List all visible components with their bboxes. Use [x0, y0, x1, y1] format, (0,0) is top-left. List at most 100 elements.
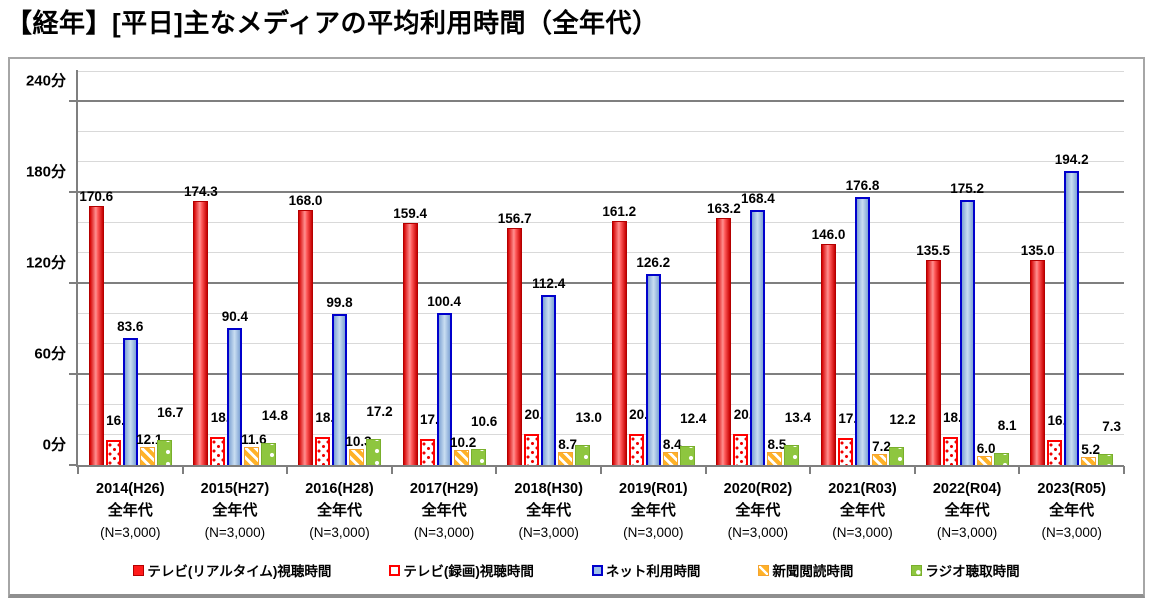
legend-item-tv_realtime: テレビ(リアルタイム)視聴時間 — [133, 560, 331, 580]
bar-tv_recorded — [314, 436, 330, 465]
data-label-tv_realtime: 174.3 — [183, 183, 218, 199]
y-axis-label: 180分 — [25, 163, 66, 181]
x-axis-tick — [181, 466, 184, 474]
gridline-minor — [78, 70, 1124, 72]
data-label-radio: 8.1 — [997, 417, 1017, 433]
bar-net — [854, 197, 870, 465]
x-axis-category: 2014(H26) 全年代 (N=3,000) — [96, 479, 165, 544]
data-label-tv_realtime: 156.7 — [497, 210, 532, 226]
data-label-net: 90.4 — [221, 309, 249, 325]
data-label-newspaper: 10.2 — [449, 434, 477, 450]
x-axis-tick — [286, 466, 289, 474]
bar-tv_recorded — [210, 436, 226, 465]
plot-area: 0分 60分 120分 180分 240分 170.6 16.2 83.6 12.1 16.7 20… — [26, 70, 1125, 540]
chart-title: 【経年】[平日]主なメディアの平均利用時間（全年代） — [6, 8, 659, 38]
x-axis-tick — [495, 466, 498, 474]
x-axis-tick — [1123, 466, 1125, 474]
data-label-tv_realtime: 163.2 — [706, 200, 741, 216]
gridline-minor — [78, 131, 1124, 133]
gridline-major — [78, 100, 1124, 103]
bar-tv_realtime — [297, 210, 313, 465]
x-axis-tick — [809, 466, 812, 474]
x-label-group: 全年代 — [630, 502, 676, 519]
bar-group: 156.7 20.3 112.4 8.7 13.0 — [496, 71, 602, 465]
x-axis-category: 2021(R03) 全年代 (N=3,000) — [828, 479, 897, 544]
x-label-sample-size: (N=3,000) — [936, 525, 998, 540]
data-label-radio: 14.8 — [261, 407, 289, 423]
y-axis-tick — [69, 282, 77, 285]
data-label-net: 126.2 — [636, 254, 671, 270]
legend-item-newspaper: 新聞閲読時間 — [758, 560, 853, 580]
gridline-minor — [78, 161, 1124, 163]
x-label-sample-size: (N=3,000) — [623, 525, 684, 540]
bar-newspaper — [244, 447, 260, 465]
legend-label: テレビ(録画)視聴時間 — [403, 564, 534, 579]
x-axis-category: 2022(R04) 全年代 (N=3,000) — [933, 479, 1002, 544]
bar-net — [750, 209, 766, 465]
bar-tv_realtime — [1030, 260, 1046, 465]
bar-tv_recorded — [733, 434, 749, 465]
gridline-major — [78, 282, 1124, 285]
gridline-minor — [78, 403, 1124, 405]
bar-group: 146.0 17.8 176.8 7.2 12.2 — [810, 71, 916, 465]
x-axis-category: 2019(R01) 全年代 (N=3,000) — [619, 479, 688, 544]
bar-radio — [888, 446, 904, 465]
bar-newspaper — [139, 446, 155, 465]
bar-group: 170.6 16.2 83.6 12.1 16.7 — [78, 71, 183, 465]
data-label-radio: 13.4 — [784, 409, 812, 425]
data-label-net: 100.4 — [427, 293, 461, 309]
bar-tv_realtime — [925, 259, 941, 465]
data-label-tv_realtime: 170.6 — [79, 189, 114, 205]
data-label-radio: 7.3 — [1102, 418, 1122, 434]
bar-tv_recorded — [1047, 440, 1063, 465]
x-label-sample-size: (N=3,000) — [518, 525, 579, 540]
gridline-major — [78, 191, 1124, 194]
x-axis-tick — [77, 466, 79, 474]
data-label-newspaper: 7.2 — [872, 439, 891, 455]
bar-tv_realtime — [611, 220, 627, 465]
legend-marker-tv_realtime-icon — [133, 564, 145, 576]
x-axis-tick — [1018, 466, 1021, 474]
x-axis-tick — [913, 466, 916, 474]
gridline-minor — [78, 222, 1124, 224]
legend-label: テレビ(リアルタイム)視聴時間 — [147, 564, 332, 579]
gridline-minor — [78, 434, 1124, 436]
data-label-net: 112.4 — [532, 275, 566, 291]
data-label-newspaper: 8.4 — [662, 437, 682, 453]
bar-group: 163.2 20.2 168.4 8.5 13.4 — [706, 71, 811, 465]
bar-radio — [1098, 453, 1114, 465]
bar-radio — [784, 444, 800, 465]
bar-group: 135.0 16.4 194.2 5.2 7.3 — [1019, 71, 1124, 465]
y-axis-label: 0分 — [42, 436, 66, 454]
legend-label: ラジオ聴取時間 — [925, 564, 1020, 579]
legend-item-net: ネット利用時間 — [591, 560, 700, 580]
x-axis-category: 2016(H28) 全年代 (N=3,000) — [305, 479, 374, 544]
x-label-sample-size: (N=3,000) — [413, 525, 475, 540]
data-label-tv_realtime: 161.2 — [602, 203, 637, 219]
x-label-sample-size: (N=3,000) — [100, 525, 161, 540]
legend-marker-newspaper-icon — [758, 564, 770, 576]
bar-net — [331, 313, 347, 465]
gridline-minor — [78, 343, 1124, 345]
gridline-major — [78, 373, 1124, 376]
data-label-net: 83.6 — [117, 319, 144, 335]
x-label-group: 全年代 — [526, 502, 572, 519]
legend-label: 新聞閲読時間 — [772, 564, 854, 579]
x-label-sample-size: (N=3,000) — [727, 525, 789, 540]
bar-net — [227, 328, 243, 465]
x-label-year: 2018(H30) — [514, 481, 583, 497]
data-label-radio: 10.6 — [470, 413, 498, 429]
y-axis-label: 60分 — [34, 345, 66, 363]
x-label-year: 2021(R03) — [828, 481, 897, 497]
data-label-newspaper: 11.6 — [241, 432, 267, 448]
bar-newspaper — [348, 449, 364, 465]
y-axis-label: 240分 — [25, 72, 66, 90]
x-label-year: 2020(R02) — [723, 481, 793, 497]
data-label-newspaper: 10.3 — [345, 434, 372, 450]
data-label-tv_realtime: 135.5 — [916, 242, 950, 258]
x-label-group: 全年代 — [421, 502, 467, 519]
x-label-year: 2014(H26) — [96, 481, 165, 497]
legend-item-radio: ラジオ聴取時間 — [911, 560, 1020, 580]
x-label-sample-size: (N=3,000) — [832, 525, 893, 540]
bar-tv_realtime — [402, 223, 418, 465]
